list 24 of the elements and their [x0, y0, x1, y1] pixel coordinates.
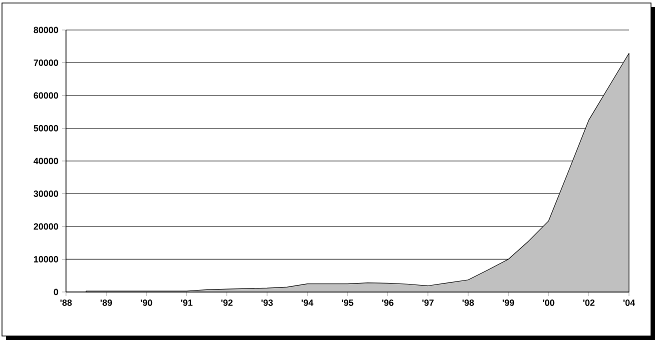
- x-tick-label: '88: [60, 300, 72, 306]
- x-tick-label: '94: [302, 300, 314, 306]
- x-tick-label: '95: [342, 300, 354, 306]
- y-tick-label: 50000: [34, 125, 58, 132]
- x-tick-label: '96: [382, 300, 394, 306]
- y-tick-label: 80000: [34, 26, 58, 34]
- x-tick-label: '04: [623, 300, 636, 306]
- x-tick-label: '90: [140, 300, 152, 306]
- x-tick-label: '98: [462, 300, 474, 306]
- y-tick-label: 0: [54, 288, 58, 296]
- x-tick-label: '02: [583, 300, 594, 306]
- y-tick-label: 70000: [34, 60, 58, 66]
- x-tick-label: '99: [502, 300, 514, 306]
- y-tick-label: 20000: [34, 223, 58, 230]
- x-tick-label: '92: [221, 300, 233, 306]
- x-tick-label: '91: [181, 300, 192, 306]
- y-tick-label: 60000: [34, 92, 58, 99]
- y-tick-label: 40000: [34, 158, 58, 164]
- y-tick-label: 10000: [34, 256, 58, 262]
- x-tick-label: '97: [422, 300, 434, 306]
- x-tick-label: '89: [100, 300, 112, 306]
- x-tick-label: '93: [261, 300, 273, 306]
- x-tick-label: '00: [542, 300, 554, 306]
- y-tick-label: 30000: [34, 190, 58, 197]
